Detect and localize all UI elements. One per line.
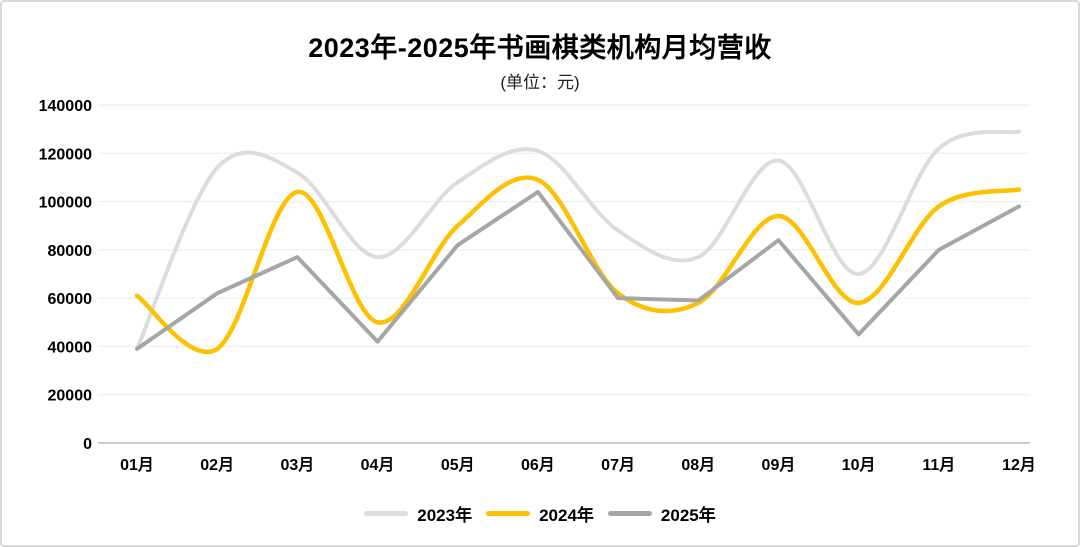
series-line-2023年 xyxy=(135,129,1021,351)
x-axis-label: 02月 xyxy=(200,456,234,474)
y-axis-label: 60000 xyxy=(48,291,93,308)
x-axis-label: 03月 xyxy=(280,456,314,474)
x-axis-label: 12月 xyxy=(1002,456,1036,474)
x-axis-label: 06月 xyxy=(521,456,555,474)
series-line-2024年 xyxy=(134,175,1022,354)
legend-label-2023: 2023年 xyxy=(417,506,473,525)
legend-swatch-2023 xyxy=(364,511,409,516)
y-axis-label: 120000 xyxy=(39,146,92,163)
legend-item-2024: 2024年 xyxy=(486,501,594,526)
legend-item-2023: 2023年 xyxy=(364,501,472,526)
x-axis-label: 04月 xyxy=(361,456,395,474)
legend-swatch-2025 xyxy=(607,511,652,516)
x-axis-label: 10月 xyxy=(842,456,876,474)
x-axis-label: 01月 xyxy=(120,456,154,474)
x-axis-label: 07月 xyxy=(601,456,635,474)
legend-label-2024: 2024年 xyxy=(539,506,594,525)
y-axis-label: 20000 xyxy=(48,388,93,405)
y-axis-label: 140000 xyxy=(39,98,92,115)
legend-label-2025: 2025年 xyxy=(660,506,716,525)
series-line-2025年 xyxy=(135,189,1021,351)
legend-item-2025: 2025年 xyxy=(607,501,716,526)
x-axis-label: 09月 xyxy=(762,456,796,474)
line-plot: 0 20000 40000 60000 80000 100000 120000 140000 0… xyxy=(39,98,1036,474)
y-axis-label: 80000 xyxy=(48,243,93,260)
y-axis-label: 100000 xyxy=(39,195,92,212)
chart-title: 2023年-2025年书画棋类机构月均营收 xyxy=(308,33,772,63)
x-axis-label: 05月 xyxy=(441,456,475,474)
x-axis-label: 11月 xyxy=(922,456,955,474)
x-axis-label: 08月 xyxy=(681,456,715,474)
chart-subtitle: (单位：元) xyxy=(500,73,580,92)
y-axis-label: 40000 xyxy=(48,339,93,356)
legend-swatch-2024 xyxy=(486,511,531,516)
y-axis-label: 0 xyxy=(83,436,92,453)
legend: 2023年 2024年 2025年 xyxy=(2,501,1078,526)
